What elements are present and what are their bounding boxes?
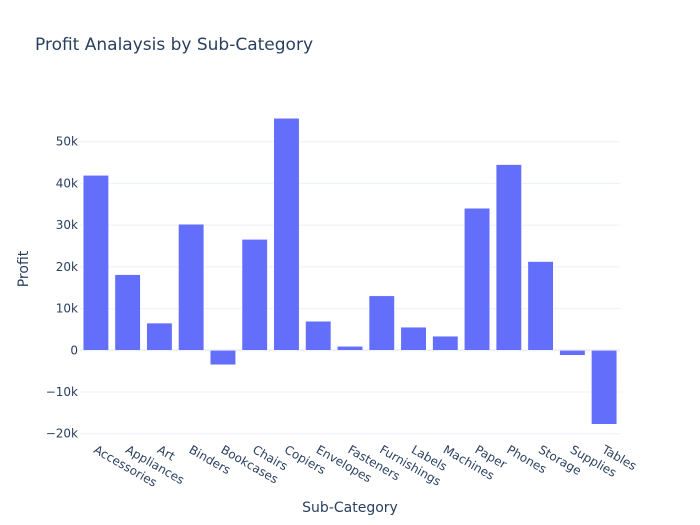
bar[interactable] bbox=[209, 350, 236, 366]
y-tick-label: 40k bbox=[56, 176, 78, 190]
bar[interactable] bbox=[241, 239, 268, 351]
y-tick-label: −10k bbox=[46, 385, 78, 399]
y-tick-label: −20k bbox=[46, 427, 78, 441]
bar[interactable] bbox=[82, 175, 109, 351]
bar[interactable] bbox=[495, 164, 522, 351]
y-tick-label: 0 bbox=[70, 343, 78, 357]
chart-title: Profit Analaysis by Sub-Category bbox=[35, 35, 313, 55]
bar[interactable] bbox=[368, 295, 395, 351]
bar[interactable] bbox=[146, 322, 173, 351]
bar[interactable] bbox=[337, 346, 363, 351]
bars bbox=[82, 118, 618, 425]
y-tick-label: 50k bbox=[56, 135, 78, 149]
x-axis-title: Sub-Category bbox=[302, 500, 398, 516]
bar[interactable] bbox=[114, 274, 141, 351]
bar[interactable] bbox=[464, 207, 491, 351]
bar[interactable] bbox=[273, 118, 300, 351]
bar[interactable] bbox=[400, 326, 427, 351]
bar[interactable] bbox=[432, 335, 459, 351]
y-tick-label: 20k bbox=[56, 260, 78, 274]
y-tick-labels: −20k −10k 0 10k 20k 30k 40k 50k bbox=[46, 135, 78, 441]
y-tick-label: 10k bbox=[56, 302, 78, 316]
y-axis-title: Profit bbox=[16, 250, 32, 287]
bar[interactable] bbox=[305, 321, 332, 351]
y-tick-label: 30k bbox=[56, 218, 78, 232]
bar[interactable] bbox=[178, 223, 205, 351]
bar[interactable] bbox=[591, 350, 618, 425]
bar[interactable] bbox=[527, 261, 554, 351]
bar[interactable] bbox=[559, 350, 586, 356]
